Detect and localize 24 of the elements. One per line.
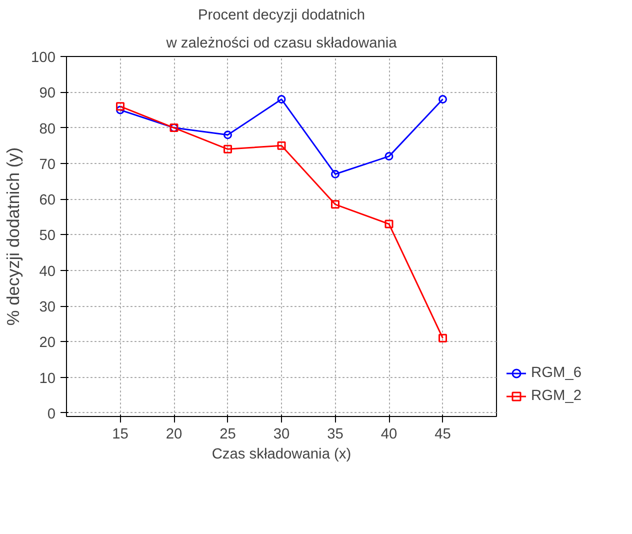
legend-label: RGM_6: [531, 365, 582, 381]
y-tick-label: 80: [39, 121, 56, 138]
x-tick-label: 30: [273, 426, 290, 442]
y-tick-label: 10: [39, 370, 56, 387]
x-tick-label: 45: [434, 426, 451, 442]
x-tick-label: 35: [327, 426, 344, 442]
x-tick-label: 20: [166, 426, 182, 442]
legend-label: RGM_2: [531, 388, 582, 404]
chart-title: Procent decyzji dodatnich: [198, 8, 366, 24]
y-tick-label: 60: [39, 192, 56, 209]
y-tick-label: 30: [39, 300, 56, 316]
y-tick-label: 20: [39, 335, 56, 352]
x-tick-label: 25: [220, 426, 236, 442]
x-tick-label: 40: [380, 426, 398, 442]
x-tick-label: 15: [112, 426, 128, 442]
y-axis-title: % decyzji dodatnich (y): [3, 147, 24, 326]
y-tick-label: 50: [39, 228, 56, 244]
y-tick-label: 40: [39, 264, 56, 280]
y-tick-label: 90: [39, 86, 56, 102]
chart-subtitle: w zależności od czasu składowania: [165, 36, 398, 52]
y-tick-label: 100: [31, 50, 56, 66]
y-tick-label: 70: [39, 156, 56, 173]
y-tick-label: 0: [47, 406, 56, 422]
x-axis-title: Czas składowania (x): [212, 446, 352, 462]
